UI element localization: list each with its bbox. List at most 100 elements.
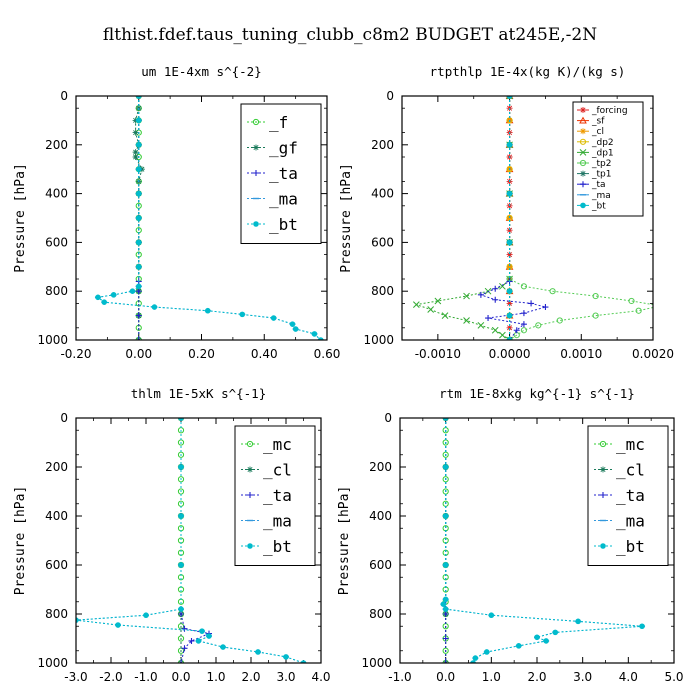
data-point [442, 660, 449, 663]
data-point [135, 263, 142, 270]
data-point [135, 117, 142, 124]
x-tick-label: 0.00 [125, 347, 152, 361]
data-point [477, 322, 485, 329]
y-tick-label: 1000 [363, 333, 394, 347]
data-point [132, 117, 139, 124]
series_bt [76, 418, 307, 663]
legend-swatch-marker [580, 181, 586, 188]
legend-label: _cl [591, 127, 604, 137]
legend-swatch-marker [580, 128, 586, 135]
series-line [76, 418, 304, 663]
data-point [520, 327, 528, 334]
x-tick-label: -1.0 [134, 670, 157, 684]
legend-label: _dp2 [591, 138, 614, 148]
x-tick-label: 0.0000 [489, 347, 531, 361]
data-point [543, 638, 549, 644]
data-point [442, 451, 449, 458]
x-tick-label: -0.0010 [415, 347, 461, 361]
legend: _mc _cl _ta _ma _bt [234, 425, 316, 566]
data-point [635, 307, 642, 314]
data-point [442, 562, 449, 568]
legend-swatch-marker [580, 107, 586, 113]
data-point [135, 190, 142, 197]
data-point [178, 513, 184, 519]
data-point [485, 315, 492, 322]
x-tick-label: 0.40 [251, 347, 278, 361]
x-tick-label: -3.0 [64, 670, 87, 684]
data-point [506, 142, 513, 148]
legend-label: _ta [263, 486, 292, 505]
plot-area [94, 96, 324, 340]
legend-label: _ma [263, 512, 292, 531]
legend-label: _mc [616, 435, 645, 454]
data-point [499, 282, 506, 290]
data-point [181, 645, 188, 652]
data-point [220, 644, 226, 650]
data-point [492, 285, 499, 292]
x-tick-label: 4.0 [619, 670, 638, 684]
x-tick-label: 2.0 [241, 670, 260, 684]
legend-swatch-marker [600, 466, 606, 473]
x-tick-label: 0.0 [436, 670, 455, 684]
data-point [115, 622, 121, 628]
legend-swatch-marker [253, 221, 259, 227]
legend-label: _ma [269, 190, 298, 209]
panel-title: rtpthlp 1E-4x(kg K)/(kg s) [430, 64, 626, 79]
y-axis-label: Pressure [hPa] [339, 163, 354, 273]
legend-label: _cl [263, 461, 292, 480]
chart-panel-1: um 1E-4xm s^{-2} Pressure [hPa] 0 200 400 600… [13, 64, 340, 361]
data-point [135, 166, 142, 173]
data-point [181, 625, 188, 632]
data-point [427, 306, 435, 313]
data-point [178, 660, 184, 663]
data-point [592, 312, 599, 319]
data-point [534, 634, 540, 641]
legend-box [234, 425, 316, 566]
data-point [575, 618, 581, 625]
legend-label: _tp1 [591, 170, 611, 180]
data-point [491, 326, 499, 334]
x-tick-label: 0.0020 [632, 347, 674, 361]
legend-label: _bt [269, 215, 298, 234]
x-tick-label: 0.20 [188, 347, 215, 361]
y-tick-label: 600 [45, 235, 68, 249]
panel-title: rtm 1E-8xkg kg^{-1} s^{-1} [439, 386, 635, 401]
y-axis-label: Pressure [hPa] [13, 163, 28, 273]
plot-frame [399, 417, 675, 664]
chart-panel-3: thlm 1E-5xK s^{-1} Pressure [hPa] 0 200 400 6… [13, 386, 331, 684]
data-point [506, 312, 513, 319]
data-point [556, 317, 563, 324]
legend-swatch-marker [253, 144, 259, 151]
legend-label: _mc [263, 435, 292, 454]
y-tick-label: 400 [369, 509, 392, 523]
data-point [135, 283, 142, 290]
data-point [463, 317, 470, 324]
y-tick-label: 0 [386, 89, 394, 103]
plot-area [412, 96, 653, 340]
legend-swatch-marker [599, 440, 607, 448]
data-point [592, 292, 599, 300]
y-tick-label: 600 [371, 235, 394, 249]
legend-label: _f [269, 113, 288, 132]
data-point [506, 166, 513, 173]
legend-swatch-marker [600, 492, 606, 498]
y-tick-label: 600 [45, 558, 68, 572]
data-point [499, 331, 506, 339]
legend-swatch-marker [600, 543, 606, 549]
data-point [132, 149, 139, 156]
data-point [177, 451, 185, 458]
y-tick-label: 0 [60, 411, 68, 425]
y-tick-label: 200 [45, 138, 68, 152]
data-point [549, 288, 556, 295]
x-tick-label: 5.0 [664, 670, 683, 684]
data-point [506, 190, 513, 197]
data-point [135, 142, 142, 148]
data-point [289, 321, 296, 327]
legend-label: _ma [591, 191, 611, 201]
data-point [311, 331, 318, 337]
data-point [434, 297, 442, 305]
y-tick-label: 800 [45, 607, 68, 621]
legend: _f _gf _ta _ma _bt [240, 103, 322, 244]
series-line [509, 96, 653, 340]
plot-frame [401, 95, 654, 341]
